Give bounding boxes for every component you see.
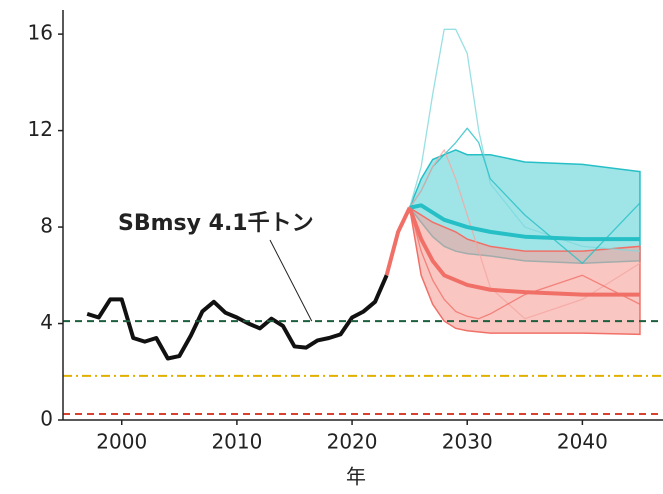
line xyxy=(407,207,640,297)
y-tick-label: 12 xyxy=(28,117,53,141)
y-tick-label: 8 xyxy=(40,214,53,238)
line xyxy=(86,274,389,361)
trajectory xyxy=(409,207,641,320)
x-tick-label: 2020 xyxy=(327,430,378,454)
annotation: SBmsy 4.1千トン xyxy=(118,211,314,236)
band xyxy=(408,206,641,336)
x-tick-label: 2010 xyxy=(211,430,262,454)
x-axis-label: 年 xyxy=(346,465,366,489)
trajectory xyxy=(409,28,641,252)
x-tick-label: 2000 xyxy=(96,430,147,454)
y-tick-label: 16 xyxy=(28,21,53,45)
x-tick-label: 2030 xyxy=(442,430,493,454)
annotation-leader xyxy=(269,239,313,322)
y-tick-label: 0 xyxy=(40,407,53,431)
trajectory xyxy=(409,149,641,320)
x-tick-label: 2040 xyxy=(557,430,608,454)
line xyxy=(384,206,412,276)
line xyxy=(409,203,640,242)
y-tick-label: 4 xyxy=(40,310,53,334)
